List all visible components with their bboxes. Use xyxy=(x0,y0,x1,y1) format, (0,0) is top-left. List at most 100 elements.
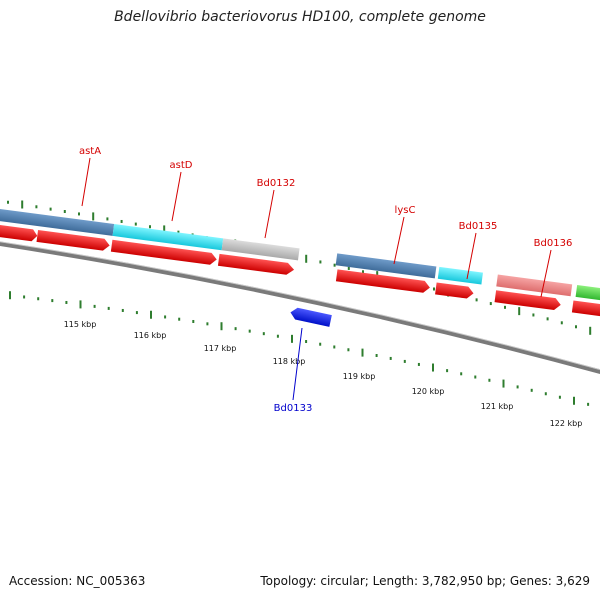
lower-tick xyxy=(516,385,519,389)
upper-tick xyxy=(589,326,592,335)
lower-tick xyxy=(206,322,209,326)
cog-bar-track xyxy=(0,207,600,303)
upper-tick xyxy=(7,200,9,204)
lower-tick xyxy=(164,315,167,319)
lower-tick xyxy=(488,378,491,382)
map-title: Bdellovibrio bacteriovorus HD100, comple… xyxy=(114,9,486,25)
lower-tick xyxy=(276,334,279,338)
cog-bar-next xyxy=(575,284,600,303)
lower-tick xyxy=(9,291,11,300)
forward-cds-track xyxy=(0,223,600,318)
upper-tick xyxy=(35,205,38,209)
cog-bar-bd0136 xyxy=(496,274,573,297)
cog-bar-bd0135 xyxy=(437,266,483,285)
cds-arrow-7 xyxy=(494,290,561,311)
lower-tick xyxy=(248,329,251,333)
lower-tick xyxy=(220,322,223,331)
gene-leader-line xyxy=(540,249,552,298)
lower-tick xyxy=(460,372,463,376)
upper-tick xyxy=(92,212,95,221)
gene-label: astD xyxy=(170,160,193,171)
genome-summary: Topology: circular; Length: 3,782,950 bp… xyxy=(260,574,590,588)
cog-bar-astd xyxy=(112,224,224,251)
cog-bar-bd0132 xyxy=(221,238,300,261)
upper-tick xyxy=(546,317,549,321)
lower-tick xyxy=(65,300,68,304)
lower-tick xyxy=(587,402,590,406)
lower-tick xyxy=(474,375,477,379)
kbp-label: 122 kbp xyxy=(550,419,583,428)
upper-tick xyxy=(560,321,563,325)
lower-tick xyxy=(319,342,322,346)
cog-bar-asta xyxy=(0,207,115,236)
lower-tick xyxy=(23,295,26,299)
upper-tick xyxy=(106,217,109,221)
kbp-label: 117 kbp xyxy=(204,344,237,353)
lower-tick xyxy=(446,369,449,373)
cds-arrow-2 xyxy=(36,229,110,251)
gene-label: astA xyxy=(79,146,101,157)
gene-leader-line xyxy=(292,327,303,401)
upper-tick xyxy=(134,222,137,226)
upper-tick xyxy=(63,210,66,214)
upper-tick xyxy=(319,260,322,264)
lower-tick xyxy=(544,392,547,396)
upper-tick xyxy=(362,270,364,274)
lower-tick xyxy=(262,332,265,336)
cds-arrow-4 xyxy=(217,253,295,275)
cds-arrow-6 xyxy=(435,282,474,299)
upper-tick xyxy=(347,266,350,270)
kbp-label: 115 kbp xyxy=(64,320,97,329)
cds-arrow-8 xyxy=(571,300,600,318)
upper-tick xyxy=(21,200,24,209)
lower-tick xyxy=(502,379,505,388)
upper-tick xyxy=(49,207,52,211)
gene-leader-line xyxy=(393,216,405,265)
lower-tick xyxy=(107,306,110,310)
gene-label: Bd0132 xyxy=(257,178,296,189)
reverse-cds-bd0133 xyxy=(290,307,332,327)
lower-tick xyxy=(37,297,40,301)
upper-tick xyxy=(475,298,478,302)
lower-tick xyxy=(361,348,364,357)
upper-tick xyxy=(163,225,166,234)
accession-text: Accession: NC_005363 xyxy=(9,574,146,588)
upper-tick xyxy=(177,230,180,234)
lower-tick xyxy=(135,311,138,315)
upper-tick xyxy=(489,302,492,306)
lower-tick xyxy=(291,334,293,343)
lower-tick xyxy=(403,359,406,363)
kbp-label: 120 kbp xyxy=(412,387,445,396)
lower-tick xyxy=(305,340,308,344)
kbp-label: 116 kbp xyxy=(134,331,167,340)
lower-tick xyxy=(178,317,181,321)
lower-tick xyxy=(192,319,195,323)
lower-tick xyxy=(417,362,420,366)
cog-bar-lysc xyxy=(335,253,437,279)
lower-tick xyxy=(234,327,237,331)
lower-tick xyxy=(79,300,82,309)
gene-label: Bd0136 xyxy=(534,238,573,249)
gene-labels: astA astD Bd0132 lysC Bd0135 Bd0136 Bd0133 xyxy=(79,146,572,414)
lower-tick xyxy=(347,348,350,352)
gene-label: Bd0133 xyxy=(274,403,313,414)
kbp-labels: 115 kbp 116 kbp 117 kbp 118 kbp 119 kbp 120 k… xyxy=(64,320,583,428)
genome-backbone xyxy=(0,241,600,374)
upper-tick xyxy=(305,254,308,263)
upper-tick xyxy=(149,225,151,229)
upper-tick xyxy=(333,263,336,267)
lower-tick xyxy=(573,396,575,405)
lower-tick xyxy=(558,395,561,399)
lower-tick xyxy=(530,388,533,392)
upper-tick xyxy=(518,307,521,316)
lower-tick xyxy=(375,354,378,358)
upper-tick xyxy=(78,212,80,216)
lower-tick xyxy=(432,363,434,372)
lower-tick xyxy=(333,345,336,349)
lower-tick xyxy=(51,299,54,303)
kbp-label: 119 kbp xyxy=(343,372,376,381)
gene-leader-line xyxy=(81,157,91,207)
gene-label: Bd0135 xyxy=(459,221,498,232)
upper-tick xyxy=(575,325,577,329)
